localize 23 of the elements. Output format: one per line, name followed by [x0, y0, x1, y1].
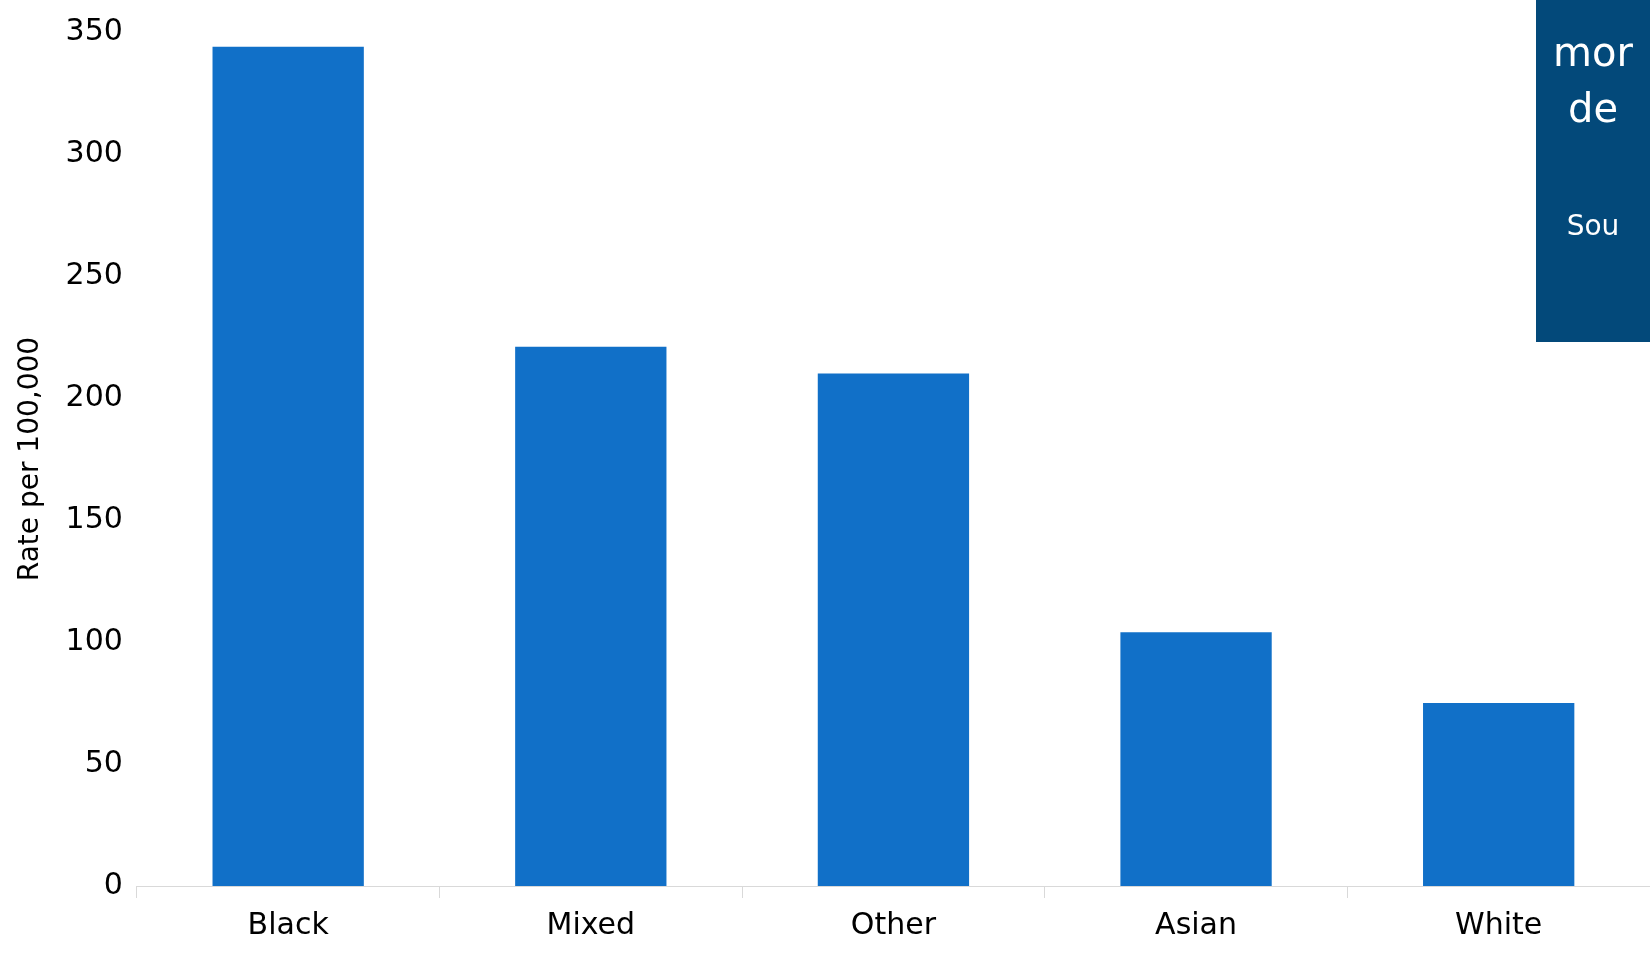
- annotation: mor: [1553, 28, 1633, 77]
- y-tick-label: 50: [84, 743, 123, 779]
- x-tick-label: Mixed: [546, 905, 636, 941]
- y-tick-label: 300: [65, 133, 123, 169]
- y-tick-label: 100: [65, 621, 123, 657]
- y-tick-label: 200: [65, 377, 123, 413]
- bar: [515, 346, 667, 886]
- bar: [1423, 703, 1575, 886]
- x-tick-label: Asian: [1155, 905, 1237, 941]
- x-tick-label: Black: [247, 905, 330, 941]
- y-tick-label: 150: [65, 499, 123, 535]
- y-tick-label: 0: [103, 865, 123, 901]
- x-tick-label: White: [1455, 905, 1543, 941]
- annotation: de: [1568, 84, 1618, 133]
- bar: [212, 46, 364, 886]
- x-tick-label: Other: [850, 905, 937, 941]
- y-axis-title: Rate per 100,000: [12, 336, 46, 582]
- bar: [1120, 632, 1272, 886]
- y-tick-label: 350: [65, 11, 123, 47]
- note-box: mor de Sou: [1536, 0, 1650, 342]
- annotation: Sou: [1566, 208, 1620, 244]
- bar: [817, 373, 970, 886]
- y-tick-label: 250: [65, 255, 123, 291]
